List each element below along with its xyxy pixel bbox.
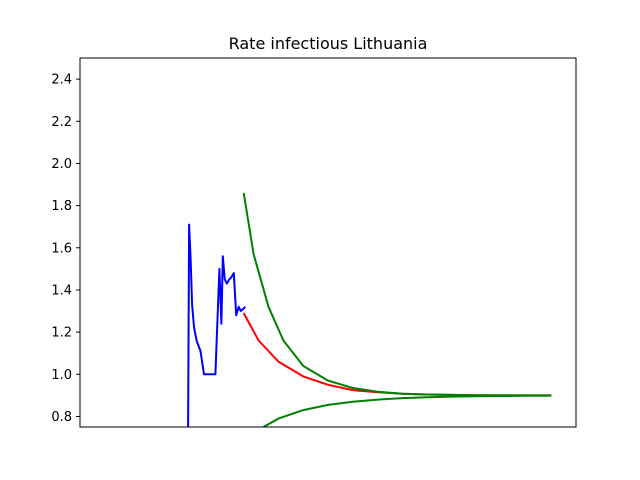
y-tick-label: 1.2 bbox=[51, 326, 72, 341]
y-tick-label: 1.8 bbox=[51, 199, 72, 214]
y-axis: 0.8 1.0 1.2 1.4 1.6 1.8 2.0 2.2 2.4 bbox=[51, 73, 80, 425]
plot-frame bbox=[79, 57, 577, 428]
y-tick-label: 2.2 bbox=[51, 115, 72, 130]
chart-title: Rate infectious Lithuania bbox=[229, 34, 428, 53]
y-tick-label: 1.0 bbox=[51, 368, 72, 383]
series-line-4 bbox=[263, 394, 552, 427]
series-line-1 bbox=[187, 223, 246, 427]
y-tick-label: 0.8 bbox=[51, 410, 72, 425]
y-tick-label: 1.4 bbox=[51, 283, 72, 298]
series-layer bbox=[187, 192, 552, 427]
y-tick-label: 2.4 bbox=[51, 73, 72, 88]
y-tick-label: 2.0 bbox=[51, 157, 72, 172]
y-tick-label: 1.6 bbox=[51, 241, 72, 256]
